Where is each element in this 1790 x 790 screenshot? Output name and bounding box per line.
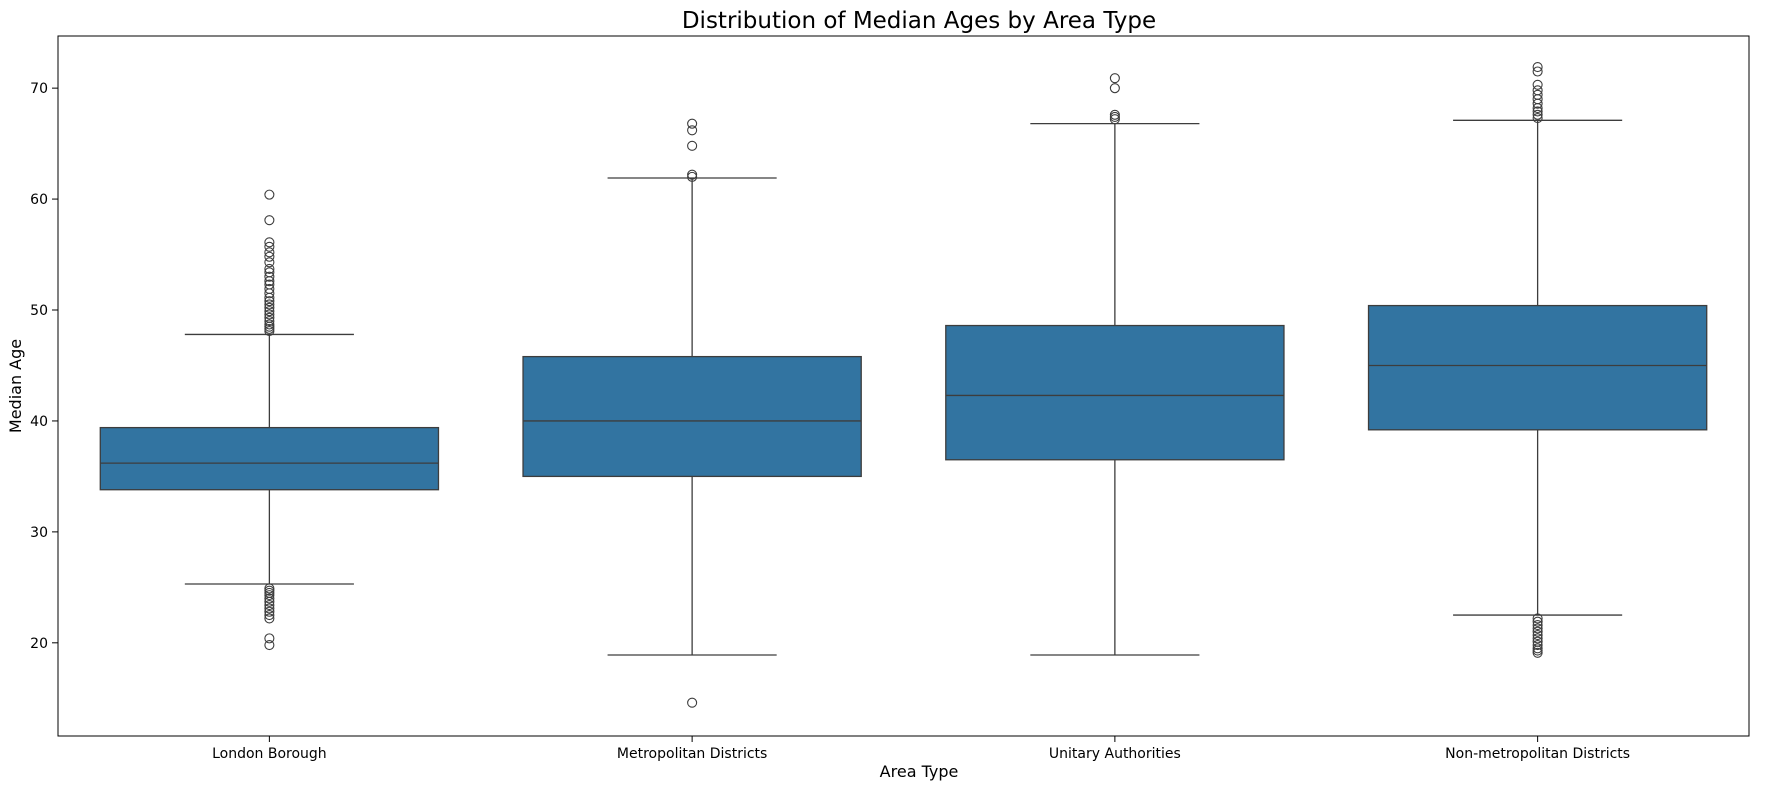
outlier-point bbox=[687, 171, 698, 182]
outlier-point bbox=[264, 292, 275, 303]
outlier-point bbox=[1532, 620, 1543, 631]
outlier-point bbox=[264, 276, 275, 287]
box-iqr bbox=[99, 426, 440, 491]
outlier-point bbox=[264, 613, 275, 624]
outlier-point bbox=[1532, 633, 1543, 644]
outlier-point bbox=[264, 237, 275, 248]
box-group bbox=[99, 189, 440, 651]
outlier-point bbox=[1109, 114, 1120, 125]
y-axis-label: Median Age bbox=[6, 339, 25, 433]
outlier-point bbox=[264, 590, 275, 601]
y-tick-label: 70 bbox=[30, 81, 48, 97]
box-group bbox=[1367, 62, 1708, 658]
outlier-point bbox=[264, 302, 275, 313]
y-tick-label: 30 bbox=[30, 525, 48, 541]
outlier-point bbox=[264, 288, 275, 299]
box-iqr bbox=[945, 324, 1285, 461]
outlier-point bbox=[264, 326, 275, 337]
y-tick-label: 40 bbox=[30, 414, 48, 430]
outlier-point bbox=[1532, 103, 1543, 114]
outlier-point bbox=[1532, 616, 1543, 627]
outlier-point bbox=[1532, 613, 1543, 624]
outlier-point bbox=[1532, 66, 1543, 77]
outlier-point bbox=[1109, 111, 1120, 123]
outlier-point bbox=[264, 241, 275, 252]
x-tick-label: London Borough bbox=[212, 746, 327, 762]
x-axis-label: Area Type bbox=[880, 762, 959, 781]
chart-title: Distribution of Median Ages by Area Type bbox=[682, 8, 1156, 34]
outlier-point bbox=[1532, 626, 1543, 637]
outlier-point bbox=[1532, 647, 1543, 658]
y-tick-label: 20 bbox=[30, 636, 48, 652]
outlier-point bbox=[264, 189, 275, 200]
outlier-point bbox=[264, 306, 275, 317]
outlier-point bbox=[264, 271, 275, 282]
outlier-point bbox=[687, 125, 698, 136]
box-group bbox=[522, 118, 862, 708]
x-tick-label: Non-metropolitan Districts bbox=[1445, 746, 1630, 762]
outlier-point bbox=[1532, 62, 1543, 73]
outlier-point bbox=[264, 316, 275, 327]
outlier-point bbox=[1532, 79, 1543, 90]
outlier-point bbox=[264, 309, 275, 320]
outlier-point bbox=[264, 600, 275, 611]
plot-frame bbox=[57, 35, 1750, 737]
outlier-point bbox=[264, 215, 275, 226]
outlier-point bbox=[1532, 98, 1543, 109]
outlier-point bbox=[1532, 113, 1543, 124]
outlier-point bbox=[264, 251, 275, 262]
outlier-point bbox=[687, 118, 698, 129]
outlier-point bbox=[1532, 645, 1543, 656]
outlier-point bbox=[264, 593, 275, 604]
x-tick-label: Metropolitan Districts bbox=[617, 746, 767, 762]
outlier-point bbox=[1109, 73, 1120, 84]
box-group bbox=[945, 73, 1285, 656]
outlier-point bbox=[687, 140, 698, 151]
outlier-point bbox=[264, 257, 275, 268]
outlier-point bbox=[264, 263, 275, 275]
outlier-point bbox=[264, 639, 275, 651]
y-tick-label: 50 bbox=[30, 303, 48, 319]
outlier-point bbox=[264, 610, 275, 621]
box-iqr bbox=[1367, 304, 1708, 431]
outlier-point bbox=[1532, 623, 1543, 634]
outlier-point bbox=[264, 606, 275, 617]
outlier-point bbox=[264, 299, 275, 310]
x-axis: London Borough Metropolitan Districts Unit… bbox=[212, 736, 1630, 762]
box-iqr bbox=[522, 355, 862, 478]
plot-area bbox=[99, 62, 1708, 708]
y-tick-label: 60 bbox=[30, 192, 48, 208]
outlier-point bbox=[264, 596, 275, 607]
outlier-point bbox=[264, 296, 275, 307]
outlier-point bbox=[687, 697, 698, 708]
y-axis: 20 30 40 50 60 70 bbox=[30, 81, 58, 652]
outlier-point bbox=[264, 603, 275, 614]
outlier-point bbox=[264, 633, 275, 644]
x-tick-label: Unitary Authorities bbox=[1049, 746, 1181, 762]
outlier-point bbox=[264, 247, 275, 258]
outlier-point bbox=[1532, 109, 1543, 120]
outlier-point bbox=[1109, 83, 1120, 94]
outlier-point bbox=[1532, 106, 1543, 117]
outlier-point bbox=[1532, 629, 1543, 641]
outlier-point bbox=[1532, 639, 1543, 651]
